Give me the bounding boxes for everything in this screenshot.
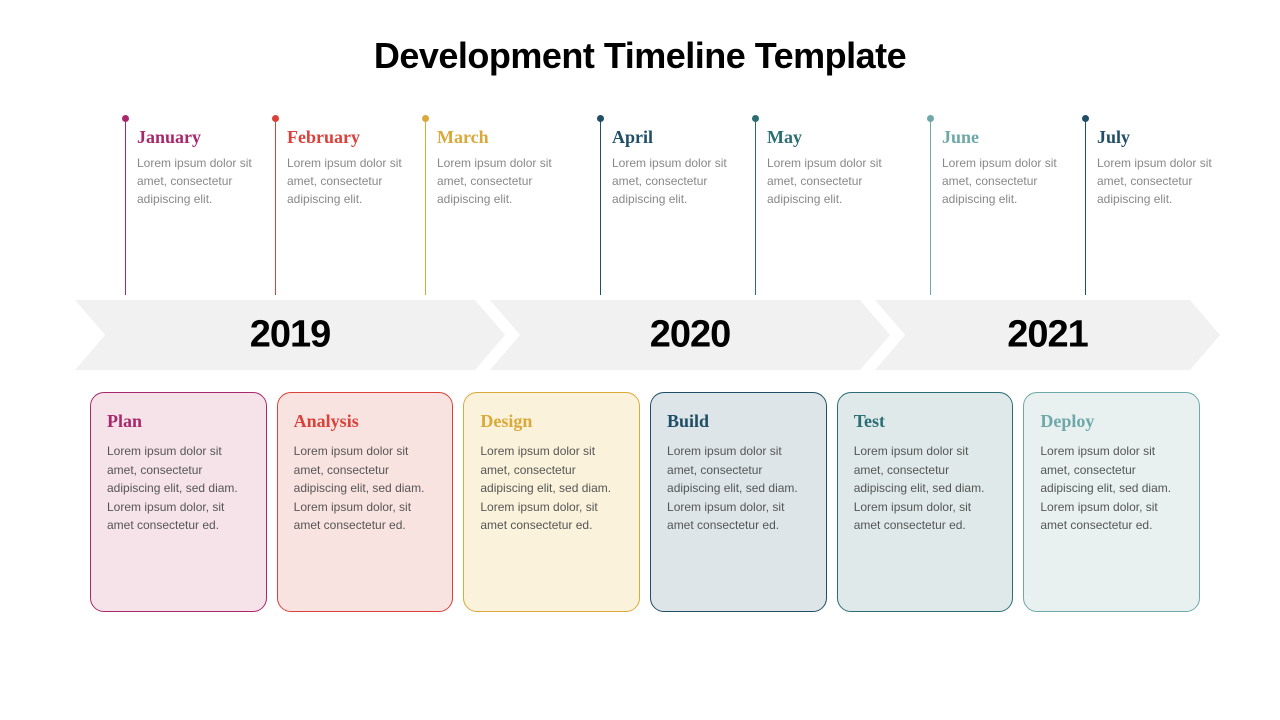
- cards-row: Plan Lorem ipsum dolor sit amet, consecte…: [90, 392, 1200, 612]
- card-title: Deploy: [1040, 411, 1183, 432]
- month-vline: [755, 120, 756, 295]
- card-title: Test: [854, 411, 997, 432]
- month-vline: [125, 120, 126, 295]
- card-title: Build: [667, 411, 810, 432]
- month-vline: [1085, 120, 1086, 295]
- month-label: June: [942, 127, 1080, 148]
- phase-card-3: Build Lorem ipsum dolor sit amet, consect…: [650, 392, 827, 612]
- month-col-5: June Lorem ipsum dolor sit amet, consecte…: [930, 115, 1080, 208]
- month-label: April: [612, 127, 750, 148]
- month-vline: [930, 120, 931, 295]
- month-desc: Lorem ipsum dolor sit amet, consectetur …: [767, 154, 897, 208]
- page-title: Development Timeline Template: [0, 0, 1280, 77]
- year-arrow-0: 2019: [75, 300, 505, 370]
- card-desc: Lorem ipsum dolor sit amet, consectetur …: [107, 442, 250, 535]
- month-col-0: January Lorem ipsum dolor sit amet, conse…: [125, 115, 275, 208]
- month-desc: Lorem ipsum dolor sit amet, consectetur …: [942, 154, 1072, 208]
- month-col-3: April Lorem ipsum dolor sit amet, consect…: [600, 115, 750, 208]
- month-vline: [600, 120, 601, 295]
- year-arrow-1: 2020: [490, 300, 890, 370]
- month-desc: Lorem ipsum dolor sit amet, consectetur …: [287, 154, 417, 208]
- month-col-6: July Lorem ipsum dolor sit amet, consecte…: [1085, 115, 1235, 208]
- phase-card-1: Analysis Lorem ipsum dolor sit amet, cons…: [277, 392, 454, 612]
- card-title: Plan: [107, 411, 250, 432]
- card-desc: Lorem ipsum dolor sit amet, consectetur …: [480, 442, 623, 535]
- month-col-4: May Lorem ipsum dolor sit amet, consectet…: [755, 115, 905, 208]
- phase-card-2: Design Lorem ipsum dolor sit amet, consec…: [463, 392, 640, 612]
- year-label: 2021: [1007, 314, 1088, 357]
- year-arrow-2: 2021: [875, 300, 1220, 370]
- card-title: Design: [480, 411, 623, 432]
- card-desc: Lorem ipsum dolor sit amet, consectetur …: [854, 442, 997, 535]
- phase-card-0: Plan Lorem ipsum dolor sit amet, consecte…: [90, 392, 267, 612]
- month-label: February: [287, 127, 425, 148]
- phase-card-4: Test Lorem ipsum dolor sit amet, consecte…: [837, 392, 1014, 612]
- month-label: July: [1097, 127, 1235, 148]
- phase-card-5: Deploy Lorem ipsum dolor sit amet, consec…: [1023, 392, 1200, 612]
- month-desc: Lorem ipsum dolor sit amet, consectetur …: [1097, 154, 1227, 208]
- month-col-1: February Lorem ipsum dolor sit amet, cons…: [275, 115, 425, 208]
- month-vline: [275, 120, 276, 295]
- year-arrow-bar: 2019 2020 2021: [75, 300, 1220, 370]
- card-desc: Lorem ipsum dolor sit amet, consectetur …: [1040, 442, 1183, 535]
- month-vline: [425, 120, 426, 295]
- month-label: May: [767, 127, 905, 148]
- card-title: Analysis: [294, 411, 437, 432]
- month-col-2: March Lorem ipsum dolor sit amet, consect…: [425, 115, 575, 208]
- card-desc: Lorem ipsum dolor sit amet, consectetur …: [667, 442, 810, 535]
- month-desc: Lorem ipsum dolor sit amet, consectetur …: [612, 154, 742, 208]
- year-label: 2019: [250, 314, 331, 357]
- card-desc: Lorem ipsum dolor sit amet, consectetur …: [294, 442, 437, 535]
- month-label: March: [437, 127, 575, 148]
- month-desc: Lorem ipsum dolor sit amet, consectetur …: [437, 154, 567, 208]
- month-label: January: [137, 127, 275, 148]
- month-desc: Lorem ipsum dolor sit amet, consectetur …: [137, 154, 267, 208]
- year-label: 2020: [650, 314, 731, 357]
- months-row: January Lorem ipsum dolor sit amet, conse…: [100, 115, 1200, 295]
